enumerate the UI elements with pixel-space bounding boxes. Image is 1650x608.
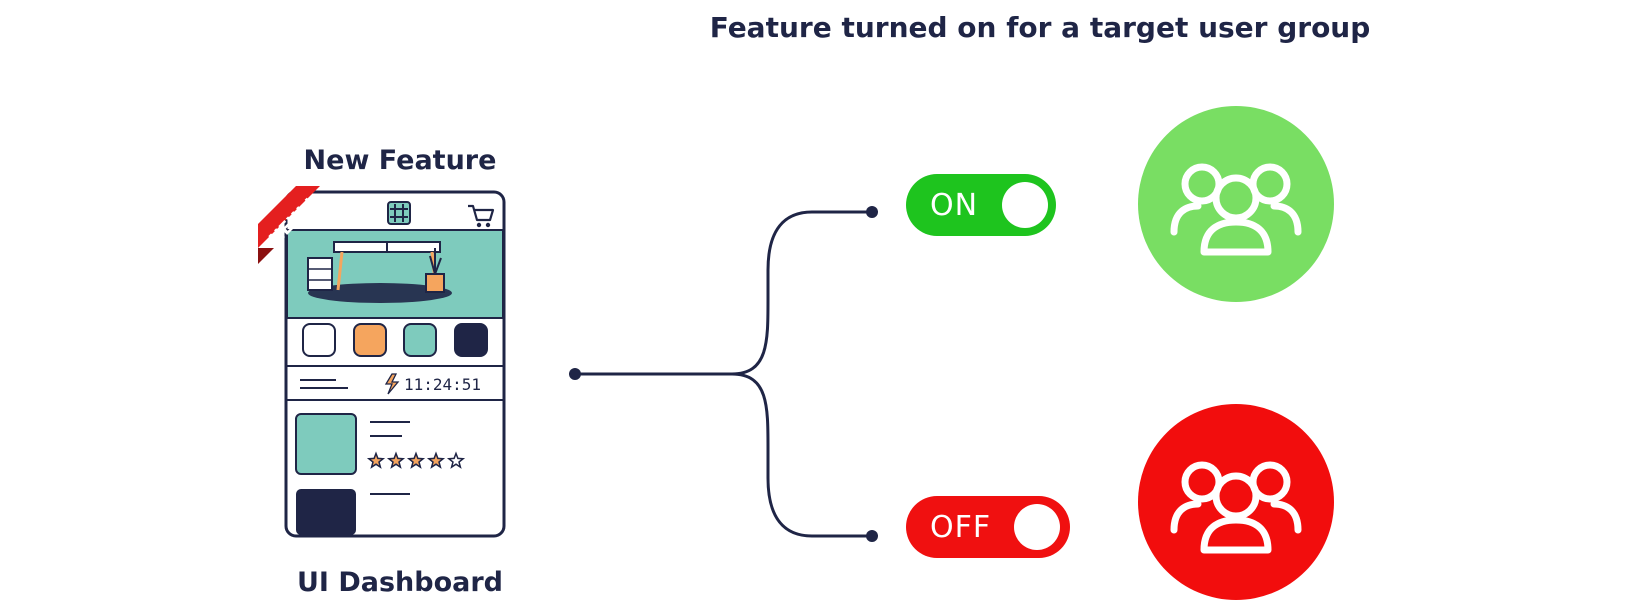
star-icon [386, 451, 406, 469]
lower-branch-dot [866, 530, 878, 542]
new-feature-label: New Feature [303, 145, 497, 176]
toggle-knob [1002, 182, 1048, 228]
upper-branch-line [731, 210, 872, 376]
toggle-off-label: OFF [930, 509, 992, 545]
other-user-group [1138, 404, 1334, 600]
timer-text: 11:24:51 [404, 375, 481, 394]
toggle-off[interactable]: OFF [906, 496, 1070, 558]
star-icon [426, 451, 446, 469]
star-icon [446, 451, 466, 469]
target-user-group [1138, 106, 1334, 302]
rating-stars [366, 451, 466, 469]
star-icon [366, 451, 386, 469]
toggle-on[interactable]: ON [906, 174, 1056, 236]
toggle-on-label: ON [930, 187, 979, 223]
toggle-knob [1014, 504, 1060, 550]
ui-dashboard-illustration: 11:24:51 NEW ! [258, 186, 506, 538]
lightning-icon [384, 373, 400, 395]
users-group-icon [1170, 163, 1302, 256]
users-group-icon [1170, 461, 1302, 554]
star-icon [406, 451, 426, 469]
lower-branch-line [731, 372, 872, 538]
new-badge [258, 186, 320, 264]
upper-branch-dot [866, 206, 878, 218]
cart-icon [468, 204, 495, 228]
ui-dashboard-label: UI Dashboard [296, 567, 504, 598]
hash-icon [387, 201, 411, 225]
diagram-title: Feature turned on for a target user grou… [709, 11, 1371, 44]
